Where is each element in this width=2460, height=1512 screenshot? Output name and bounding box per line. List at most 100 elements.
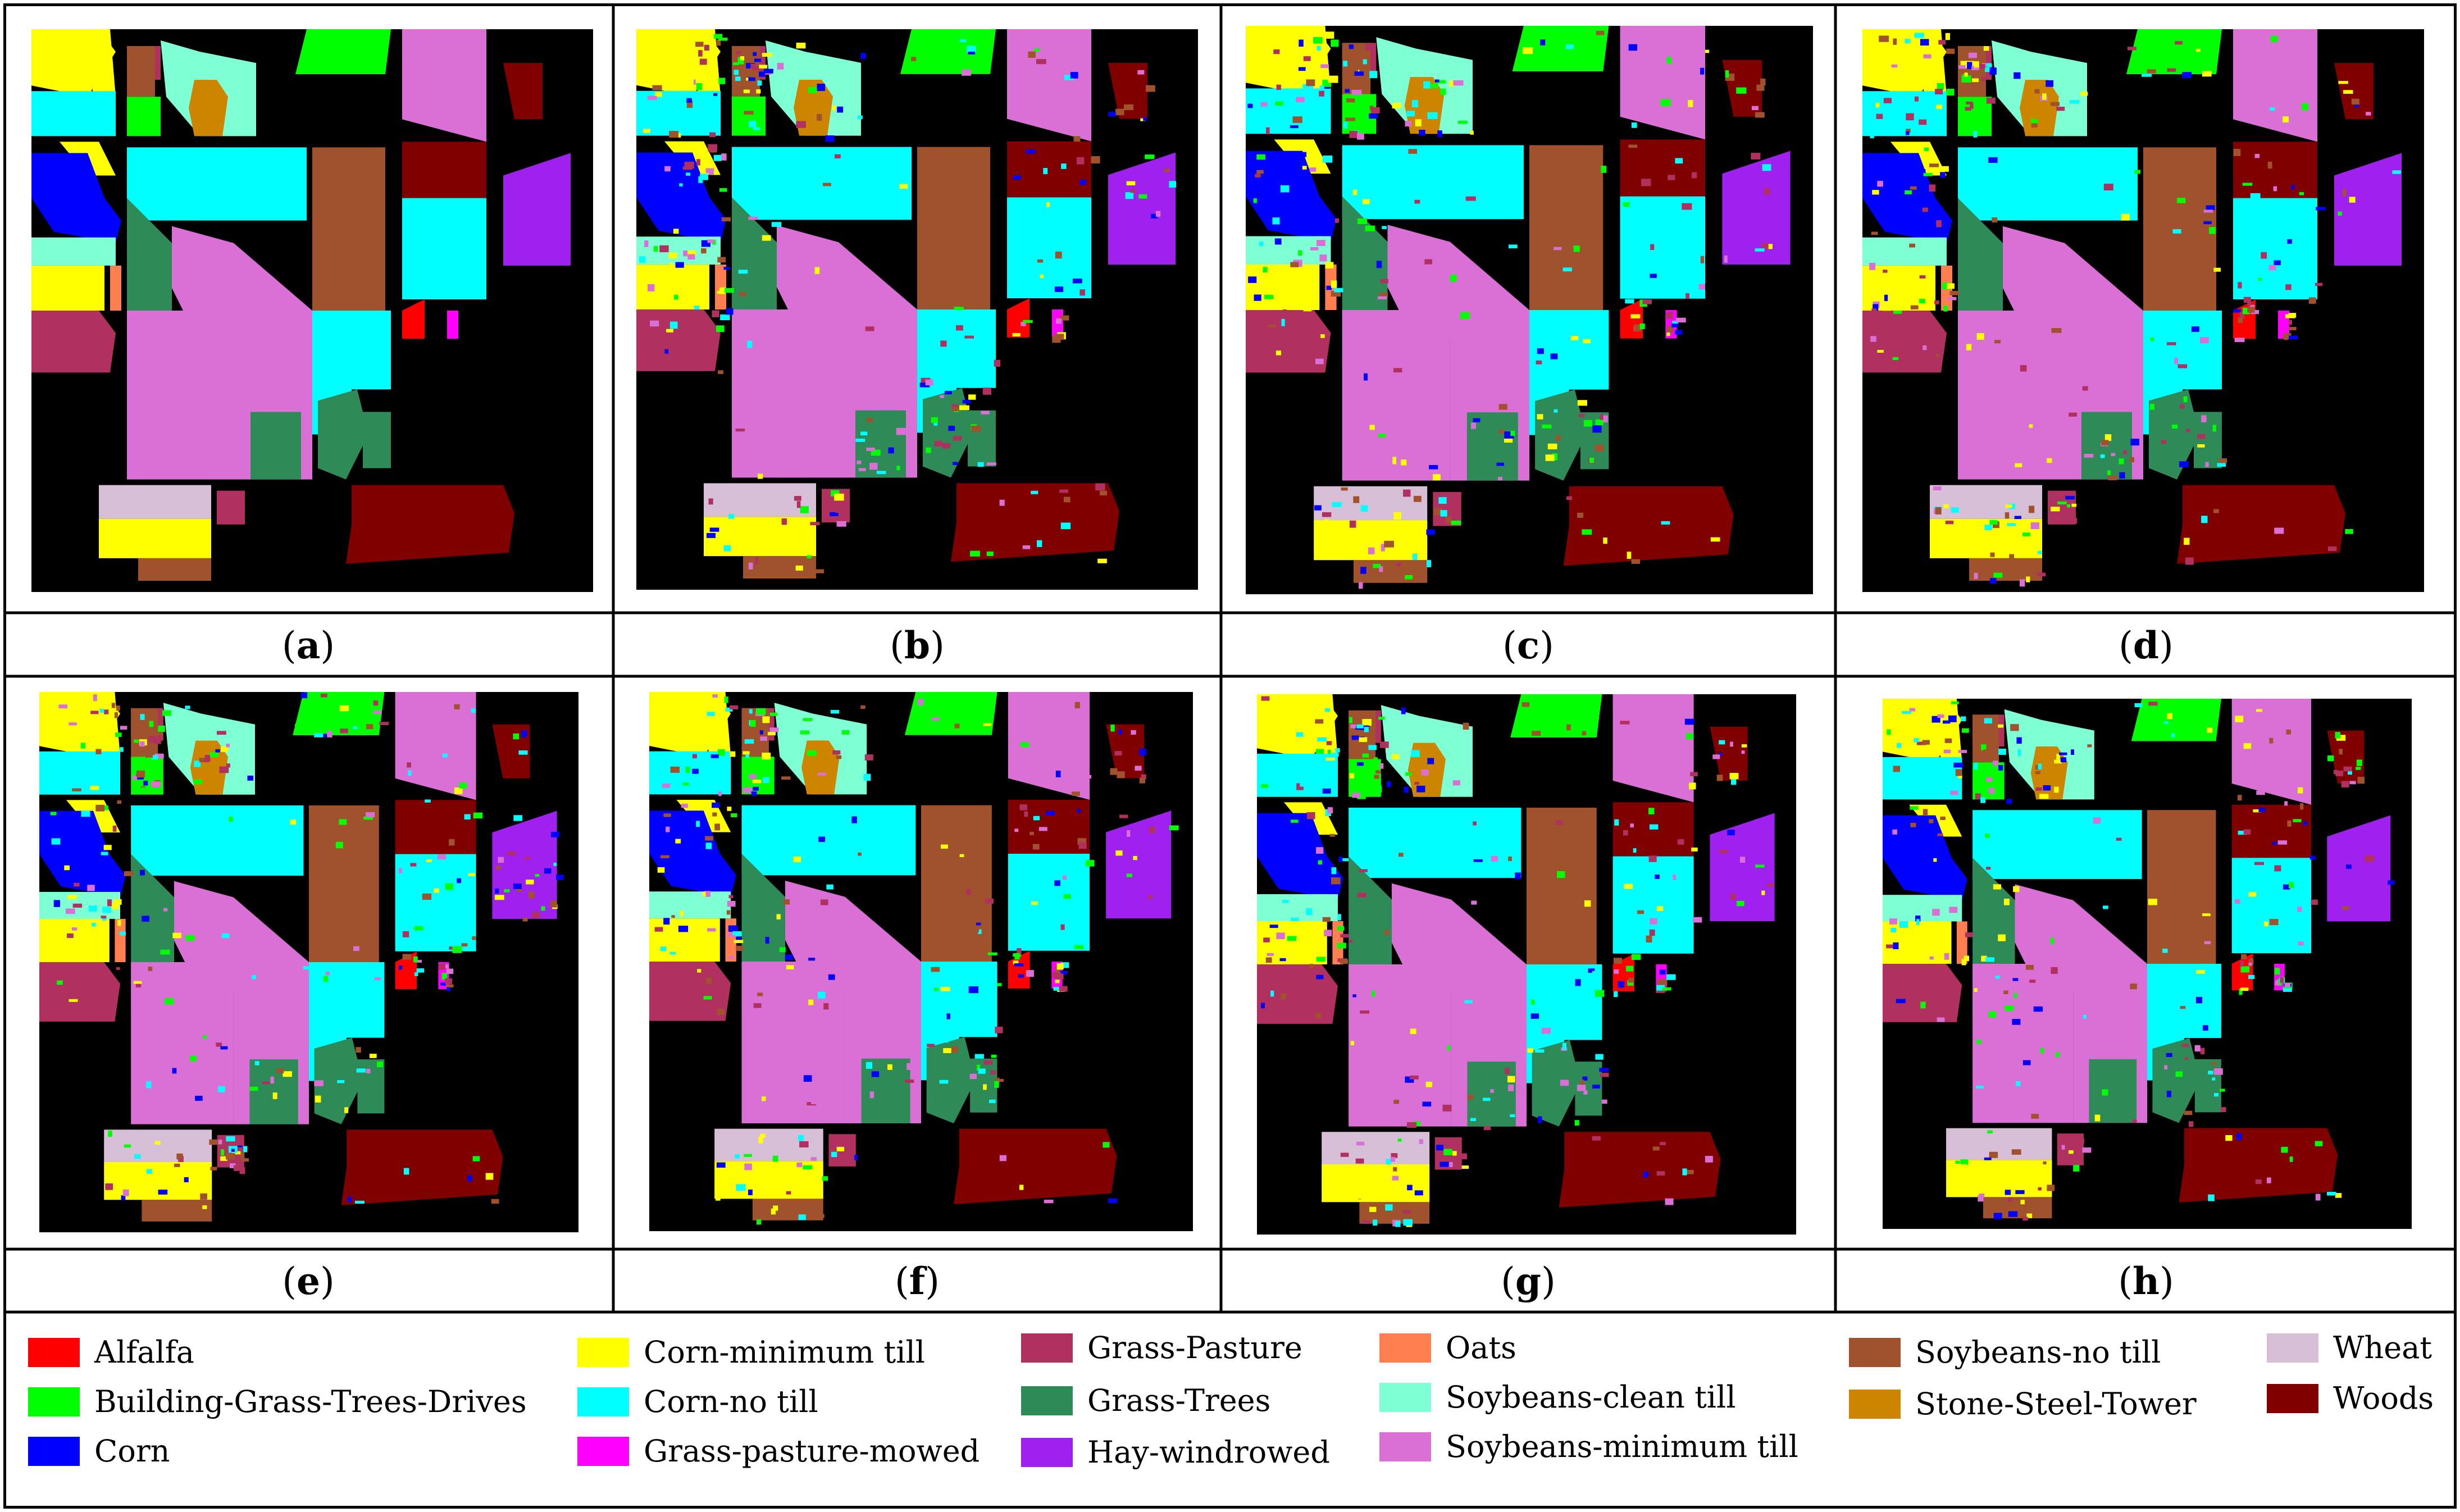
noise-pixel (1473, 859, 1483, 862)
noise-pixel (2315, 1141, 2323, 1146)
noise-pixel (728, 925, 738, 932)
class-region (2334, 63, 2374, 120)
noise-pixel (2316, 207, 2326, 211)
class-region (1106, 810, 1172, 919)
class-region (855, 410, 906, 478)
noise-pixel (857, 115, 863, 120)
noise-pixel (2298, 941, 2304, 946)
legend-swatch (577, 1387, 629, 1417)
noise-pixel (1937, 83, 1944, 90)
noise-pixel (660, 946, 667, 951)
noise-pixel (713, 93, 718, 96)
noise-pixel (1923, 345, 1927, 350)
noise-pixel (2235, 716, 2244, 723)
noise-pixel (808, 958, 816, 961)
noise-pixel (1631, 122, 1637, 128)
noise-pixel (1600, 414, 1603, 420)
noise-pixel (1019, 1185, 1024, 1190)
class-region (99, 485, 211, 519)
noise-pixel (1276, 932, 1285, 940)
class-region (741, 962, 845, 1123)
noise-pixel (1261, 1003, 1265, 1009)
noise-pixel (1755, 864, 1765, 868)
class-region (138, 558, 211, 581)
noise-pixel (727, 807, 732, 811)
noise-pixel (2111, 453, 2116, 457)
class-region (131, 805, 304, 876)
noise-pixel (2217, 463, 2226, 467)
noise-pixel (2082, 1147, 2092, 1153)
noise-pixel (1929, 819, 1934, 823)
noise-pixel (1352, 793, 1360, 798)
noise-pixel (154, 753, 164, 759)
noise-pixel (1990, 552, 1995, 557)
noise-pixel (133, 981, 142, 984)
class-region (1342, 94, 1377, 134)
noise-pixel (1656, 985, 1665, 991)
class-region (636, 309, 721, 371)
noise-pixel (983, 723, 992, 726)
noise-pixel (124, 1144, 131, 1148)
noise-pixel (1363, 59, 1367, 65)
noise-pixel (1988, 787, 1994, 794)
noise-pixel (1306, 101, 1316, 108)
noise-pixel (124, 871, 134, 876)
noise-pixel (1031, 901, 1038, 905)
class-region (1349, 808, 1521, 878)
noise-pixel (535, 874, 540, 877)
noise-pixel (1077, 809, 1081, 813)
noise-pixel (1020, 742, 1029, 748)
noise-pixel (1955, 769, 1962, 776)
noise-pixel (1893, 38, 1897, 45)
noise-pixel (449, 839, 455, 846)
noise-pixel (944, 390, 952, 395)
noise-pixel (2017, 749, 2021, 756)
class-region (2179, 1128, 2338, 1203)
noise-pixel (2015, 1190, 2025, 1194)
noise-pixel (249, 1086, 258, 1091)
noise-pixel (767, 732, 776, 736)
noise-pixel (1370, 107, 1380, 113)
noise-pixel (736, 933, 741, 940)
noise-pixel (664, 166, 671, 172)
noise-pixel (1760, 78, 1766, 85)
noise-pixel (1515, 872, 1521, 880)
noise-pixel (1891, 64, 1898, 68)
noise-pixel (1355, 1158, 1364, 1164)
noise-pixel (1316, 847, 1324, 854)
noise-pixel (1653, 785, 1661, 789)
class-region (309, 805, 379, 995)
noise-pixel (1135, 766, 1142, 771)
class-region (2334, 153, 2402, 266)
noise-pixel (1964, 955, 1970, 962)
noise-pixel (786, 965, 794, 969)
noise-pixel (1631, 954, 1641, 960)
noise-pixel (1929, 163, 1939, 167)
noise-pixel (221, 933, 230, 939)
noise-pixel (2283, 884, 2290, 890)
noise-pixel (1356, 563, 1366, 567)
noise-pixel (1993, 760, 1998, 766)
noise-pixel (2349, 781, 2356, 785)
noise-pixel (498, 857, 504, 863)
noise-pixel (1037, 540, 1042, 547)
noise-pixel (792, 965, 797, 972)
noise-pixel (939, 1080, 949, 1084)
noise-pixel (550, 831, 560, 837)
noise-pixel (422, 893, 432, 900)
noise-pixel (74, 882, 80, 887)
class-region (318, 389, 368, 480)
noise-pixel (757, 71, 766, 77)
noise-pixel (2166, 342, 2176, 345)
map-panel-d (1862, 29, 2424, 592)
noise-pixel (1648, 855, 1657, 862)
noise-pixel (1993, 884, 2001, 890)
noise-pixel (835, 154, 841, 159)
legend-swatch (1021, 1437, 1073, 1467)
noise-pixel (1614, 969, 1619, 974)
noise-pixel (962, 399, 971, 404)
noise-pixel (2022, 1060, 2031, 1065)
noise-pixel (1764, 188, 1770, 195)
noise-pixel (1145, 85, 1155, 92)
noise-pixel (1378, 296, 1387, 299)
